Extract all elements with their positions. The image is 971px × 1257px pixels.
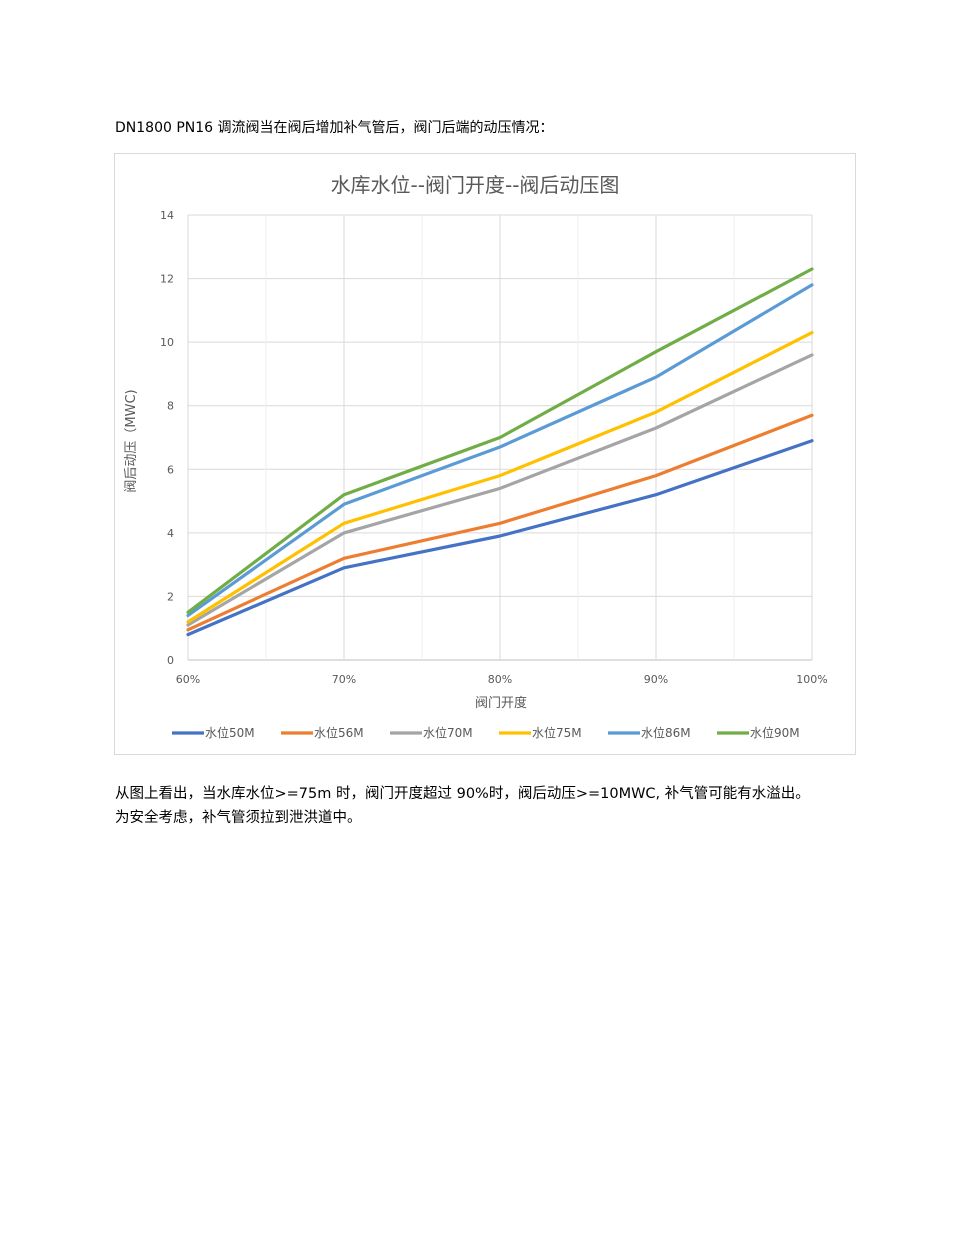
legend-label: 水位86M [641,725,691,740]
y-tick-label: 8 [167,400,174,413]
x-tick-label: 80% [488,673,512,686]
y-tick-label: 0 [167,654,174,667]
legend-item: 水位75M [499,725,582,740]
series-line [186,283,814,618]
legend-label: 水位56M [314,725,364,740]
x-tick-label: 60% [176,673,200,686]
legend-item: 水位56M [281,725,364,740]
legend-item: 水位70M [390,725,473,740]
legend-item: 水位86M [608,725,691,740]
y-tick-label: 12 [160,273,174,286]
x-axis-ticks: 60% 70% 80% 90% 100% [176,673,828,686]
series-line [186,353,814,627]
conclusion-paragraph: 从图上看出，当水库水位>=75m 时，阀门开度超过 90%时，阀后动压>=10M… [115,782,875,830]
line-chart: 水库水位--阀门开度--阀后动压图 0 2 4 6 8 10 12 14 60% 70% 80% 9… [124,173,828,740]
x-tick-label: 90% [644,673,668,686]
legend-label: 水位90M [750,725,800,740]
chart-frame: 水库水位--阀门开度--阀后动压图 0 2 4 6 8 10 12 14 60% 70% 80% 9… [114,153,856,755]
y-axis-ticks: 0 2 4 6 8 10 12 14 [160,209,174,667]
legend-label: 水位75M [532,725,582,740]
legend-label: 水位70M [423,725,473,740]
chart-legend: 水位50M 水位56M 水位70M 水位75M 水位86M 水位90M [172,725,800,740]
y-tick-label: 4 [167,527,174,540]
series-line [186,413,814,632]
legend-item: 水位90M [717,725,800,740]
series-line [186,439,814,637]
x-tick-label: 100% [796,673,827,686]
conclusion-line-2: 为安全考虑，补气管须拉到泄洪道中。 [115,810,362,826]
y-tick-label: 10 [160,336,174,349]
legend-item: 水位50M [172,725,255,740]
y-tick-label: 14 [160,209,174,222]
chart-series [186,267,814,637]
x-axis-label: 阀门开度 [475,695,527,711]
intro-text: DN1800 PN16 调流阀当在阀后增加补气管后，阀门后端的动压情况： [115,120,554,136]
y-axis-label: 阀后动压（MWC) [124,389,139,492]
y-tick-label: 2 [167,590,174,603]
conclusion-line-1: 从图上看出，当水库水位>=75m 时，阀门开度超过 90%时，阀后动压>=10M… [115,786,810,802]
x-tick-label: 70% [332,673,356,686]
legend-label: 水位50M [205,725,255,740]
series-line [186,331,814,624]
chart-title: 水库水位--阀门开度--阀后动压图 [331,173,620,197]
y-tick-label: 6 [167,463,174,476]
